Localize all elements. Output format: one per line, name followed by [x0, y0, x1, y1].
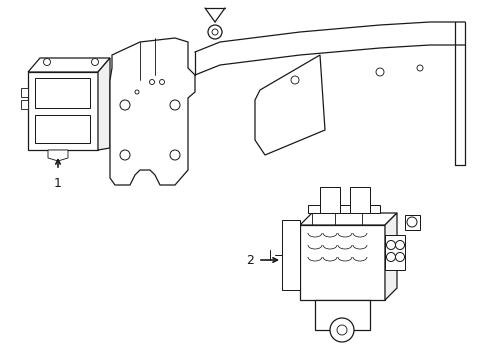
- Circle shape: [159, 80, 164, 85]
- Circle shape: [290, 76, 298, 84]
- Circle shape: [207, 25, 222, 39]
- Polygon shape: [349, 187, 369, 213]
- Circle shape: [336, 325, 346, 335]
- Polygon shape: [28, 72, 98, 150]
- Polygon shape: [334, 205, 352, 213]
- Polygon shape: [98, 58, 110, 150]
- Circle shape: [395, 252, 404, 261]
- Polygon shape: [35, 115, 90, 143]
- Polygon shape: [254, 55, 325, 155]
- Polygon shape: [35, 78, 90, 108]
- Circle shape: [135, 90, 139, 94]
- Polygon shape: [282, 220, 299, 290]
- Circle shape: [375, 68, 383, 76]
- Text: 2: 2: [245, 253, 253, 266]
- Circle shape: [149, 80, 154, 85]
- Circle shape: [170, 150, 180, 160]
- Circle shape: [120, 100, 130, 110]
- Circle shape: [406, 217, 416, 227]
- Polygon shape: [384, 213, 396, 300]
- Polygon shape: [307, 205, 325, 213]
- Polygon shape: [21, 100, 28, 109]
- Circle shape: [43, 58, 50, 66]
- Circle shape: [120, 150, 130, 160]
- Circle shape: [91, 58, 98, 66]
- Polygon shape: [384, 235, 404, 270]
- Circle shape: [386, 240, 395, 249]
- Circle shape: [395, 240, 404, 249]
- Polygon shape: [319, 187, 339, 213]
- Polygon shape: [299, 213, 396, 225]
- Text: 1: 1: [54, 177, 62, 190]
- Polygon shape: [314, 300, 369, 330]
- Polygon shape: [299, 225, 384, 300]
- Circle shape: [386, 252, 395, 261]
- Polygon shape: [48, 150, 68, 161]
- Polygon shape: [110, 38, 195, 185]
- Circle shape: [416, 65, 422, 71]
- Circle shape: [212, 29, 218, 35]
- Circle shape: [170, 100, 180, 110]
- Polygon shape: [404, 215, 419, 230]
- Circle shape: [329, 318, 353, 342]
- Polygon shape: [21, 88, 28, 97]
- Polygon shape: [361, 205, 379, 213]
- Polygon shape: [28, 58, 110, 72]
